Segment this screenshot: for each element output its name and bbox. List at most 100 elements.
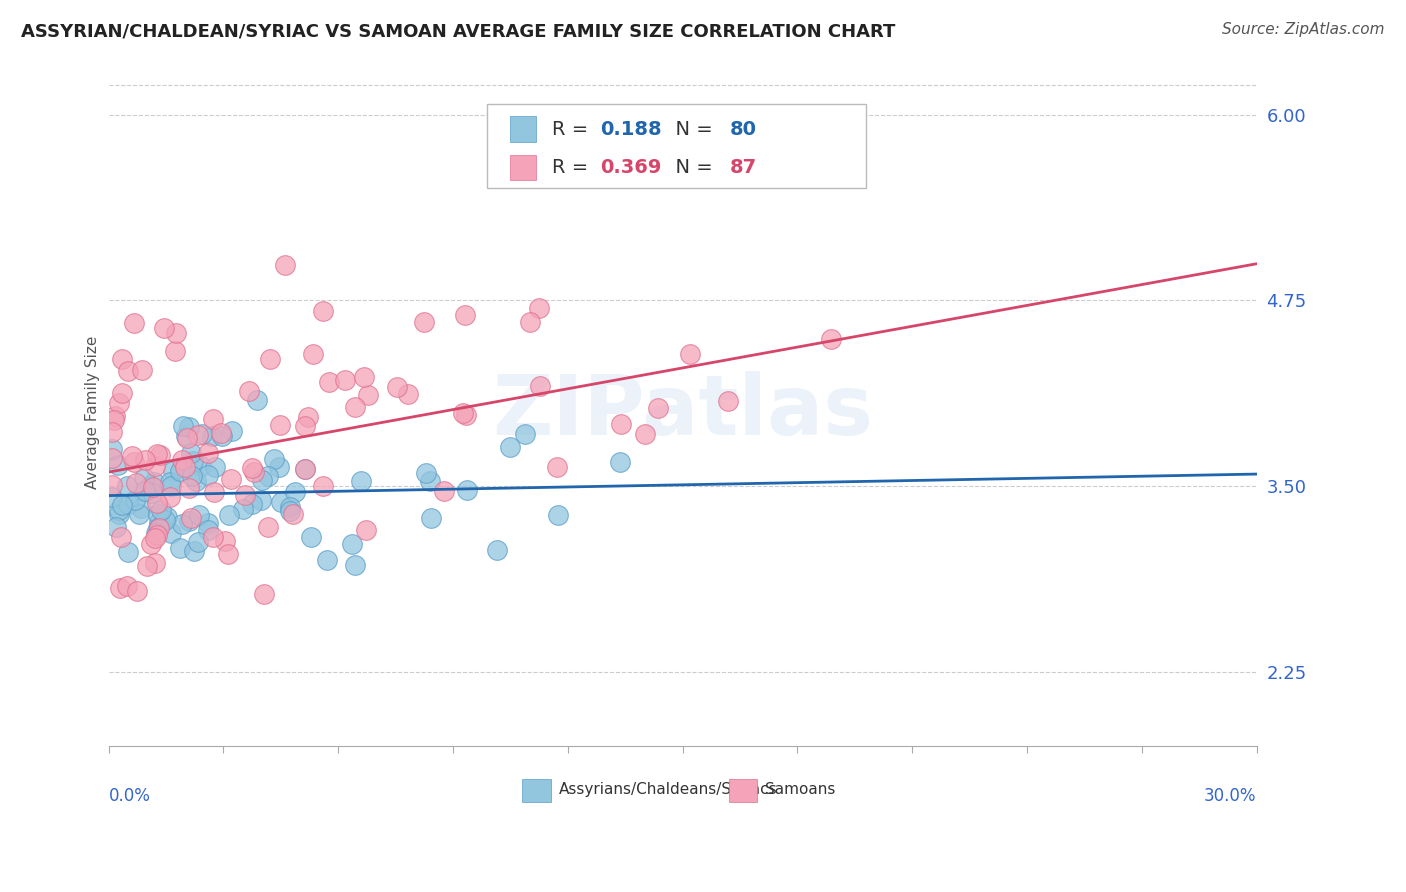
Point [197, 523, 219, 537]
Point [146, 521, 169, 535]
Point [235, 488, 257, 502]
Point [354, 523, 377, 537]
Point [297, 409, 319, 424]
Point [456, 409, 478, 423]
Point [197, 445, 219, 459]
Text: 87: 87 [730, 158, 756, 177]
Text: R =: R = [551, 120, 595, 138]
Point [610, 417, 633, 432]
Point [149, 449, 172, 463]
Point [136, 558, 159, 573]
Point [148, 520, 170, 534]
Point [456, 483, 478, 497]
Point [128, 507, 150, 521]
Point [108, 396, 131, 410]
Point [146, 528, 169, 542]
Point [165, 326, 187, 341]
Point [107, 458, 129, 472]
Text: N =: N = [664, 120, 718, 138]
Point [146, 507, 169, 521]
Point [356, 387, 378, 401]
Point [142, 480, 165, 494]
Point [148, 515, 170, 529]
Point [333, 372, 356, 386]
Point [129, 501, 152, 516]
Point [172, 516, 194, 531]
Point [218, 508, 240, 523]
Point [159, 479, 181, 493]
Point [183, 544, 205, 558]
Point [180, 511, 202, 525]
Point [156, 510, 179, 524]
Point [278, 504, 301, 518]
Point [153, 320, 176, 334]
Text: ASSYRIAN/CHALDEAN/SYRIAC VS SAMOAN AVERAGE FAMILY SIZE CORRELATION CHART: ASSYRIAN/CHALDEAN/SYRIAC VS SAMOAN AVERA… [21, 22, 896, 40]
Point [717, 393, 740, 408]
Point [419, 474, 441, 488]
Point [259, 352, 281, 367]
Point [312, 304, 335, 318]
Point [134, 484, 156, 499]
Point [141, 486, 163, 500]
Point [217, 547, 239, 561]
Point [132, 470, 155, 484]
Point [174, 429, 197, 443]
Point [121, 450, 143, 464]
Text: Assyrians/Chaldeans/Syriacs: Assyrians/Chaldeans/Syriacs [558, 782, 778, 797]
Point [250, 492, 273, 507]
Text: 30.0%: 30.0% [1204, 787, 1257, 805]
Point [246, 392, 269, 407]
Point [221, 425, 243, 439]
Point [278, 500, 301, 515]
Point [169, 464, 191, 478]
Point [111, 386, 134, 401]
Point [451, 406, 474, 420]
Point [302, 346, 325, 360]
Text: 0.369: 0.369 [600, 158, 661, 177]
Point [415, 466, 437, 480]
Point [299, 530, 322, 544]
Point [257, 469, 280, 483]
Point [162, 464, 184, 478]
Point [547, 508, 569, 523]
Point [101, 442, 124, 456]
Point [219, 472, 242, 486]
Point [515, 427, 537, 442]
Point [252, 473, 274, 487]
Point [101, 478, 124, 492]
FancyBboxPatch shape [488, 104, 866, 188]
Point [117, 479, 139, 493]
Point [159, 490, 181, 504]
Point [204, 460, 226, 475]
Point [353, 370, 375, 384]
Point [101, 425, 124, 439]
Point [312, 479, 335, 493]
Point [419, 510, 441, 524]
Point [169, 541, 191, 555]
Point [145, 556, 167, 570]
Point [180, 446, 202, 460]
Point [267, 460, 290, 475]
Point [184, 474, 207, 488]
Point [546, 460, 568, 475]
FancyBboxPatch shape [728, 779, 758, 802]
Point [145, 525, 167, 540]
Point [274, 258, 297, 272]
Point [143, 532, 166, 546]
Point [294, 461, 316, 475]
Point [202, 485, 225, 500]
Point [396, 386, 419, 401]
Point [124, 476, 146, 491]
Text: ZIPatlas: ZIPatlas [492, 371, 873, 452]
FancyBboxPatch shape [510, 116, 536, 142]
Point [527, 301, 550, 316]
Point [125, 583, 148, 598]
Point [263, 452, 285, 467]
Point [499, 440, 522, 454]
Point [187, 428, 209, 442]
Point [107, 503, 129, 517]
Point [177, 481, 200, 495]
Point [181, 454, 204, 468]
Point [108, 507, 131, 521]
Point [172, 453, 194, 467]
